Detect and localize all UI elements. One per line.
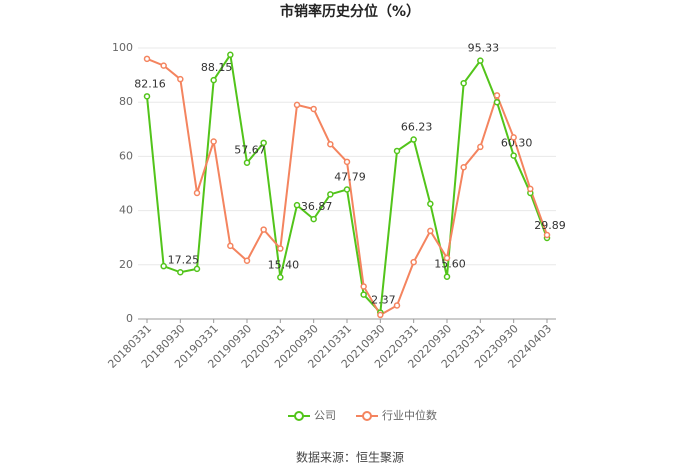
data-point [427,227,434,235]
data-point [493,98,501,106]
data-point [510,134,517,141]
data-point [143,55,151,63]
data-point [260,139,267,147]
value-label: 15.60 [434,258,466,271]
data-point [527,185,534,193]
legend-label: 公司 [314,409,336,422]
value-label: 17.25 [168,253,200,266]
value-label: 60.30 [501,137,533,150]
value-label: 82.16 [134,77,166,90]
data-point [293,201,301,209]
legend-label: 行业中位数 [382,408,437,422]
series-line [146,52,548,315]
data-point [227,51,234,59]
data-point [210,76,217,84]
data-point [177,75,184,83]
y-tick-label: 20 [119,258,133,271]
data-point [227,242,234,250]
data-point [210,138,217,145]
data-point [443,254,451,262]
data-point [410,136,417,143]
data-point [277,274,284,281]
data-point [260,226,267,233]
data-point [393,147,401,155]
data-point [193,265,201,273]
value-label: 47.79 [334,170,366,183]
data-point [377,311,384,319]
data-point [360,291,367,298]
data-point [427,200,434,208]
value-label: 88.15 [201,61,233,74]
data-point [143,93,151,100]
data-point [360,283,367,290]
y-tick-label: 0 [126,312,133,325]
data-point [493,92,501,99]
data-point [327,140,334,148]
data-point [460,79,467,87]
data-point [293,101,301,109]
data-point [243,257,251,264]
y-tick-label: 100 [112,41,133,54]
data-point [410,258,417,266]
data-point [443,273,451,280]
data-point [243,159,251,166]
data-point [177,269,184,276]
data-point [277,245,284,252]
data-point [477,57,484,64]
legend-marker [294,411,304,421]
data-point [310,105,317,113]
data-point [160,262,167,270]
y-tick-label: 60 [119,149,133,162]
legend-marker [362,411,372,421]
value-label: 36.87 [301,200,333,213]
value-label: 66.23 [401,121,433,134]
source-note: 数据来源：恒生聚源 [296,450,404,465]
data-point [477,143,484,151]
data-point [193,189,201,197]
y-tick-label: 40 [119,204,133,217]
data-point [310,215,317,223]
value-label: 2.37 [371,294,396,307]
data-point [510,152,517,159]
value-label: 57.67 [234,144,266,157]
data-point [343,186,351,193]
y-tick-label: 80 [119,95,133,108]
data-point [393,302,401,309]
value-label: 29.89 [534,219,566,232]
data-point [327,191,334,198]
data-point [543,231,551,239]
data-point [160,62,167,69]
chart-title: 市销率历史分位（%） [280,3,420,20]
value-label: 95.33 [468,42,500,55]
value-label: 15.40 [268,258,300,271]
data-point [343,158,351,166]
data-point [460,163,467,171]
